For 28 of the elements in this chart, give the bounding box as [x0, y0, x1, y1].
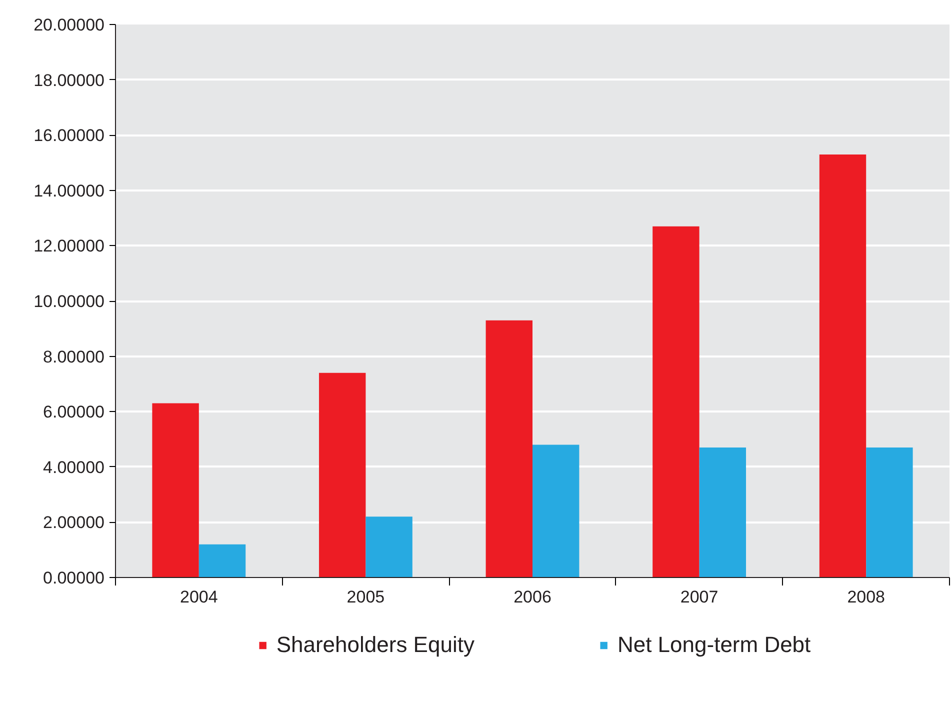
bar: [532, 444, 580, 578]
bar: [866, 448, 913, 578]
bar: [819, 154, 866, 578]
x-tick-label: 2008: [847, 588, 886, 606]
y-tick-label: 2.00000: [43, 513, 104, 532]
y-tick-label: 12.00000: [34, 236, 104, 256]
x-tick-label: 2006: [514, 588, 552, 606]
y-tick-label: 6.00000: [43, 402, 104, 422]
legend-label: Shareholders Equity: [276, 632, 474, 658]
x-tick-label: 2004: [180, 588, 218, 606]
legend-label: Net Long-term Debt: [617, 632, 811, 658]
y-tick-label: 20.00000: [34, 16, 104, 34]
bar: [699, 448, 746, 578]
y-tick-label: 14.00000: [34, 181, 104, 200]
bar: [652, 226, 700, 578]
bar: [152, 403, 199, 578]
y-tick-label: 10.00000: [34, 292, 104, 311]
x-tick-label: 2007: [680, 588, 718, 606]
bar: [366, 516, 412, 578]
bar: [198, 544, 246, 578]
x-tick-label: 2005: [346, 588, 385, 606]
bar: [486, 320, 532, 578]
y-tick-label: 8.00000: [43, 347, 104, 366]
y-tick-label: 18.00000: [34, 70, 104, 90]
bar: [318, 372, 366, 578]
y-tick-label: 0.00000: [43, 568, 104, 588]
y-tick-label: 16.00000: [34, 126, 104, 146]
y-tick-label: 4.00000: [43, 458, 104, 477]
